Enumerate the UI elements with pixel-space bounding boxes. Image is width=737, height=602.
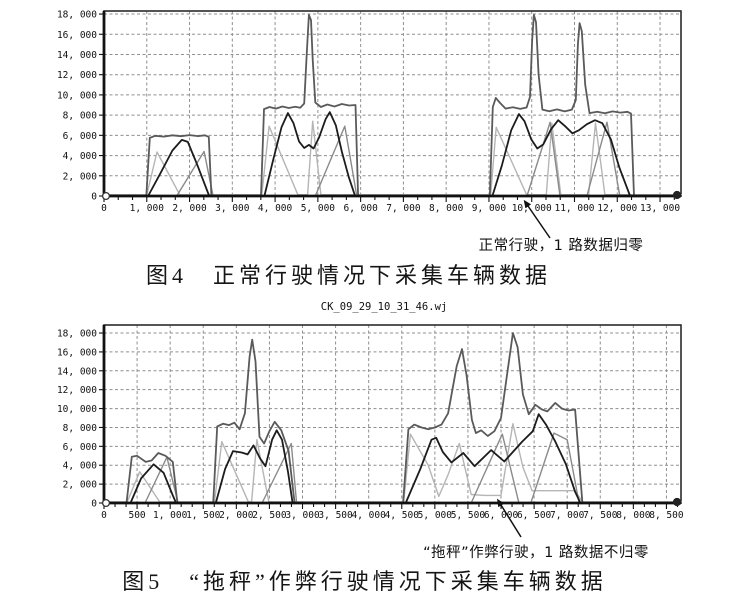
y-tick-label: 6, 000 [63, 131, 98, 142]
x-tick-label: 6, 000 [484, 510, 519, 521]
series-total-weight [103, 332, 682, 504]
x-tick-label: 2, 000 [219, 510, 254, 521]
series-channel-2 [103, 111, 682, 197]
y-tick-label: 18, 000 [57, 329, 97, 340]
series-channel-3 [103, 432, 682, 504]
y-tick-label: 16, 000 [57, 347, 97, 358]
x-tick-label: 4, 500 [385, 510, 420, 521]
x-tick-label: 13, 000 [640, 203, 680, 214]
x-tick-label: 2, 500 [252, 510, 287, 521]
x-tick-label: 7, 000 [386, 203, 421, 214]
origin-marker-icon [101, 498, 111, 508]
x-tick-label: 0 [101, 203, 107, 214]
x-tick-label: 5, 500 [451, 510, 486, 521]
y-tick-label: 0 [91, 192, 97, 203]
x-tick-label: 8, 500 [649, 510, 684, 521]
series-channel-1 [103, 422, 682, 503]
figure4-chart: 0 1, 000 2, 000 3, 000 4, 000 5, 000 6, 000 7, … [57, 10, 682, 254]
x-tick-label: 3, 000 [285, 510, 320, 521]
x-tick-label: 8, 000 [616, 510, 651, 521]
y-tick-label: 16, 000 [57, 30, 97, 41]
y-tick-label: 4, 000 [63, 461, 98, 472]
series-channel-1 [103, 120, 682, 196]
x-tick-label: 7, 500 [583, 510, 618, 521]
figure4-caption: 图4 正常行驶情况下采集车辆数据 [0, 256, 717, 296]
axis-end-marker-icon [672, 190, 682, 200]
y-tick-label: 6, 000 [63, 442, 98, 453]
x-tick-label: 3, 500 [318, 510, 353, 521]
x-tick-label: 1, 000 [130, 203, 165, 214]
figure4-plot: 0 1, 000 2, 000 3, 000 4, 000 5, 000 6, 000 7, … [57, 10, 682, 214]
x-tick-label: 2, 000 [172, 203, 207, 214]
x-tick-label: 11, 000 [554, 203, 594, 214]
figure4: 0 1, 000 2, 000 3, 000 4, 000 5, 000 6, 000 7, … [0, 0, 737, 296]
x-tick-label: 9, 000 [472, 203, 507, 214]
figure5-caption-text: “拖秤”作弊行驶情况下采集车辆数据 [189, 569, 607, 594]
y-tick-label: 2, 000 [63, 171, 98, 182]
figure4-annotation-arrow [523, 199, 551, 239]
y-tick-label: 4, 000 [63, 151, 98, 162]
figure5-annotation-arrow [497, 498, 522, 538]
y-tick-label: 12, 000 [57, 385, 97, 396]
y-tick-label: 0 [91, 499, 97, 510]
figure5: CK_09_29_10_31_46.wj 0 500 1, 000 1, 500 2, … [0, 296, 737, 602]
y-tick-label: 10, 000 [57, 404, 97, 415]
y-tick-label: 10, 000 [57, 90, 97, 101]
y-tick-label: 14, 000 [57, 366, 97, 377]
x-tick-label: 5, 000 [418, 510, 453, 521]
axis-end-marker-icon [672, 497, 682, 507]
x-tick-label: 1, 500 [186, 510, 221, 521]
x-tick-label: 500 [128, 510, 145, 521]
figure5-caption: 图5 “拖秤”作弊行驶情况下采集车辆数据 [0, 566, 733, 602]
x-tick-label: 6, 500 [517, 510, 552, 521]
figure4-caption-text: 正常行驶情况下采集车辆数据 [213, 263, 552, 288]
figure5-annotation: “拖秤”作弊行驶，1 路数据不归零 [423, 498, 649, 561]
figure4-annotation-text: 正常行驶，1 路数据归零 [479, 237, 644, 254]
y-tick-label: 2, 000 [63, 480, 98, 491]
y-tick-label: 14, 000 [57, 50, 97, 61]
x-tick-label: 4, 000 [352, 510, 387, 521]
x-tick-label: 4, 000 [258, 203, 293, 214]
y-tick-label: 8, 000 [63, 423, 98, 434]
figure5-annotation-text: “拖秤”作弊行驶，1 路数据不归零 [423, 544, 649, 561]
x-tick-label: 6, 000 [343, 203, 378, 214]
y-tick-label: 12, 000 [57, 70, 97, 81]
y-tick-label: 8, 000 [63, 111, 98, 122]
x-tick-label: 3, 000 [215, 203, 250, 214]
x-tick-label: 12, 000 [597, 203, 637, 214]
x-tick-label: 0 [101, 510, 107, 521]
y-tick-label: 18, 000 [57, 10, 97, 21]
origin-marker-icon [101, 191, 111, 201]
x-tick-label: 10, 000 [512, 203, 552, 214]
figure5-title: CK_09_29_10_31_46.wj [321, 301, 447, 313]
x-tick-label: 8, 000 [429, 203, 464, 214]
figure4-annotation: 正常行驶，1 路数据归零 [479, 199, 644, 254]
x-tick-label: 1, 000 [153, 510, 188, 521]
x-tick-label: 5, 000 [301, 203, 336, 214]
figure4-caption-number: 图4 [145, 263, 187, 288]
figure5-caption-number: 图5 [122, 569, 164, 594]
x-tick-label: 7, 000 [550, 510, 585, 521]
